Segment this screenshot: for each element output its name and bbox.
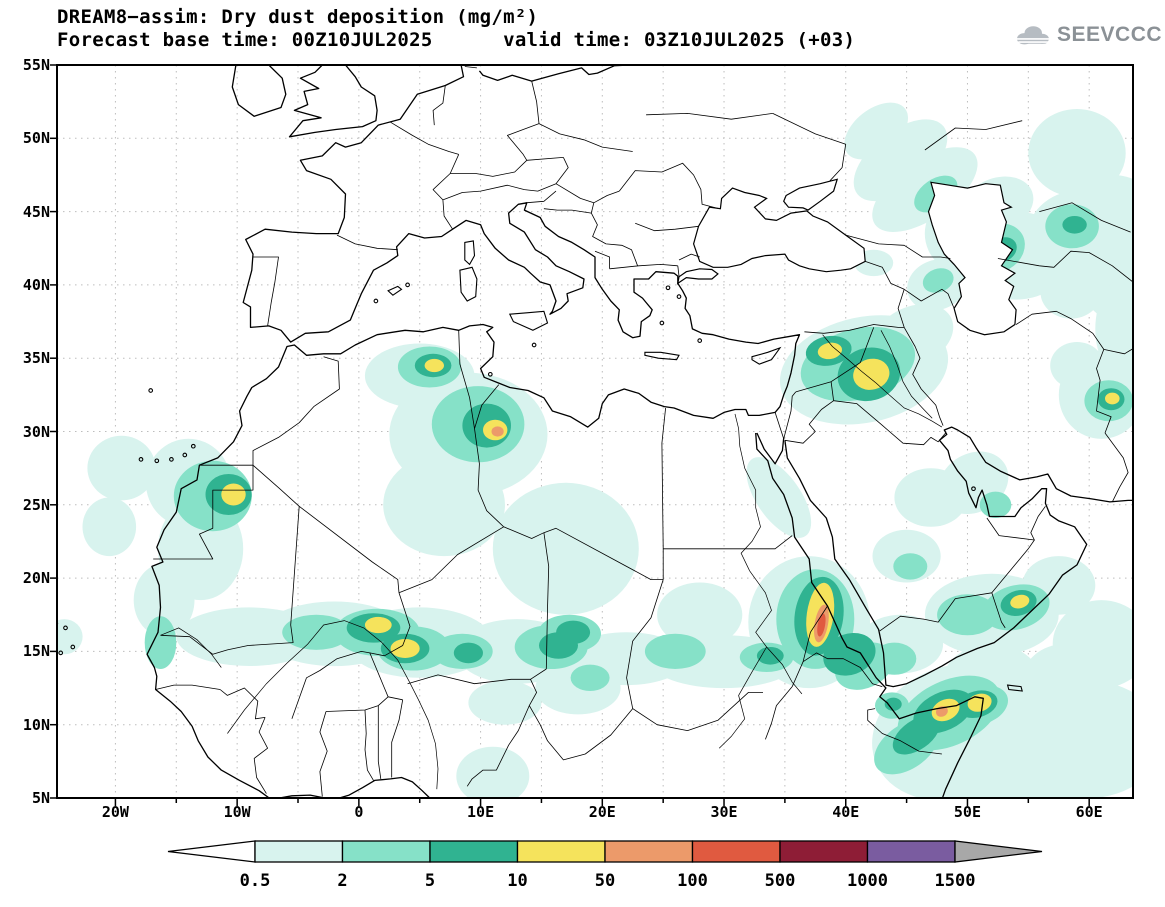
lon-label: 10E <box>467 803 495 821</box>
colorbar-tick-label: 100 <box>677 871 708 891</box>
sea-outlines <box>676 178 1017 336</box>
colorbar-segment <box>691 840 781 863</box>
logo-text: SEEVCCC <box>1057 23 1163 46</box>
colorbar-tick-label: 50 <box>595 871 615 891</box>
lat-label: 10N <box>22 715 50 734</box>
colorbar-tick-label: 2 <box>337 871 347 891</box>
colorbar-segment <box>429 840 519 863</box>
lat-label: 30N <box>22 422 50 441</box>
coastlines <box>146 65 1133 798</box>
lon-label: 50E <box>953 803 981 821</box>
cloud-icon <box>1015 26 1050 45</box>
map-plot <box>50 64 1134 806</box>
lat-label: 20N <box>22 569 50 588</box>
colorbar-segment <box>341 840 431 863</box>
colorbar-tick-label: 1000 <box>847 871 888 891</box>
lon-label: 0 <box>354 803 364 821</box>
lat-label: 40N <box>22 275 50 294</box>
colorbar-segment <box>254 840 344 863</box>
lat-label: 5N <box>31 789 50 807</box>
colorbar-tick-label: 5 <box>425 871 435 891</box>
lat-label: 25N <box>22 495 50 514</box>
lat-label: 50N <box>22 129 50 148</box>
seevccc-logo: SEEVCCC <box>1012 22 1162 48</box>
lat-label: 45N <box>22 202 50 221</box>
colorbar-segment <box>516 840 606 863</box>
colorbar-tick-label: 0.5 <box>240 871 271 891</box>
lon-label: 20W <box>101 803 129 821</box>
colorbar-tick-label: 1500 <box>935 871 976 891</box>
colorbar-segment <box>866 840 956 863</box>
colorbar-segment <box>604 840 694 863</box>
country-borders <box>153 66 1133 797</box>
map-frame <box>50 64 1134 806</box>
lon-label: 20E <box>588 803 616 821</box>
lat-label: 55N <box>22 56 50 74</box>
lat-label: 35N <box>22 349 50 368</box>
lon-label: 40E <box>832 803 860 821</box>
islands <box>57 240 1023 692</box>
colorbar-left-arrow <box>167 840 256 863</box>
chart-subtitle: Forecast base time: 00Z10JUL2025 valid t… <box>57 29 856 51</box>
colorbar-segment <box>779 840 869 863</box>
lon-label: 60E <box>1075 803 1103 821</box>
colorbar-tick-label: 500 <box>765 871 796 891</box>
rivers <box>160 330 943 790</box>
lon-label: 10W <box>223 803 251 821</box>
chart-title: DREAM8−assim: Dry dust deposition (mg/m²… <box>57 6 539 28</box>
colorbar-tick-label: 10 <box>507 871 527 891</box>
colorbar-svg: 0.5 2 5 10 50 100 500 1000 1500 <box>167 840 1043 891</box>
lat-label: 15N <box>22 642 50 661</box>
lon-label: 30E <box>710 803 738 821</box>
colorbar: 0.5 2 5 10 50 100 500 1000 1500 <box>140 834 1060 900</box>
map-canvas <box>50 64 1134 806</box>
map-layers <box>57 65 1133 798</box>
colorbar-right-arrow <box>954 840 1043 863</box>
